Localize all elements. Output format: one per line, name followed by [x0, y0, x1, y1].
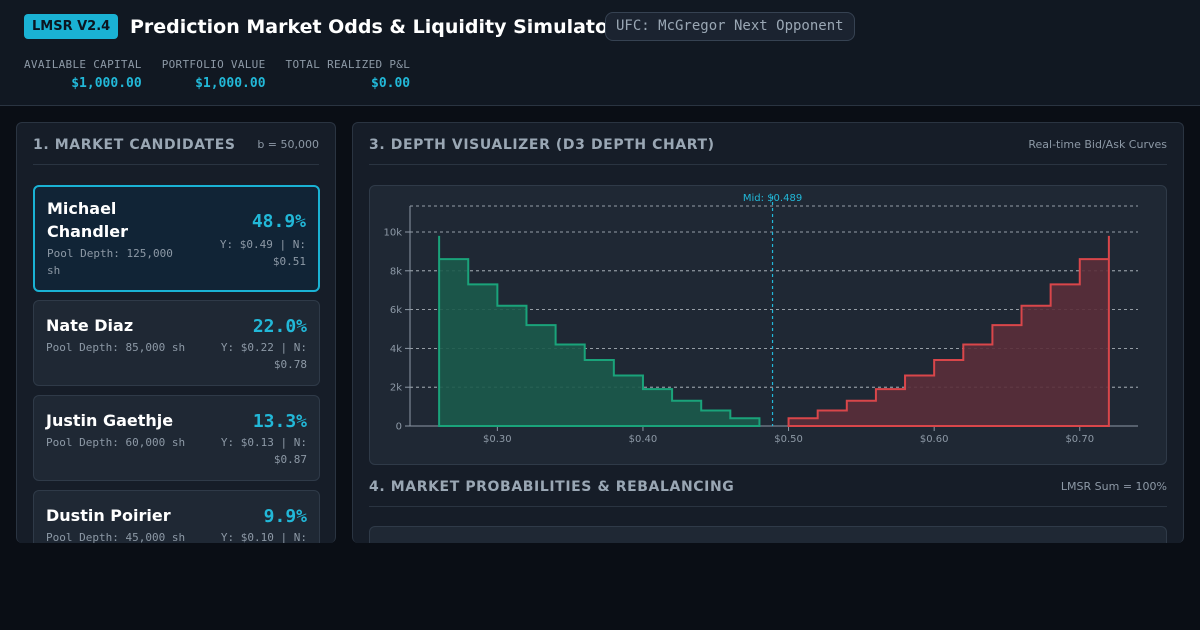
probabilities-header: 4. MARKET PROBABILITIES & REBALANCING LM… [369, 477, 1167, 507]
pool-depth: Pool Depth: 45,000 sh [46, 531, 186, 543]
candidate-name: Nate Diaz [46, 316, 134, 335]
candidate-card-nate-diaz[interactable]: Nate Diaz Pool Depth: 85,000 sh 22.0% Y:… [33, 300, 320, 386]
x-tick-label: $0.40 [629, 434, 658, 445]
section-title: 1. MARKET CANDIDATES [33, 136, 236, 153]
version-badge: LMSR V2.4 [24, 14, 119, 39]
candidate-card-justin-gaethje[interactable]: Justin Gaethje Pool Depth: 60,000 sh 13.… [33, 395, 320, 481]
candidate-probability: 48.9% [251, 211, 306, 232]
x-tick-label: $0.60 [920, 434, 949, 445]
pool-depth: Pool Depth: 60,000 sh [46, 436, 186, 449]
depth-chart[interactable]: 0 2k 4k 6k 8k 10k $0.30 $0.40 $0.50 $0.60 $0.70 Mid… [369, 185, 1167, 465]
ask-depth-curve [787, 235, 1110, 427]
depth-header: 3. DEPTH VISUALIZER (D3 DEPTH CHART) Rea… [369, 135, 1167, 165]
bid-depth-curve [438, 235, 761, 427]
y-tick-label: 6k [390, 305, 402, 316]
candidate-probability: 22.0% [252, 316, 307, 337]
section-meta: Real-time Bid/Ask Curves [1028, 138, 1167, 151]
yes-no-prices: Y: $0.10 | N: $0.90 [220, 531, 307, 543]
page-title: Prediction Market Odds & Liquidity Simul… [130, 16, 618, 38]
x-tick-label: $0.50 [774, 434, 803, 445]
candidate-name: Justin Gaethje [46, 411, 174, 430]
pool-depth: Pool Depth: 125,000 sh [47, 247, 173, 277]
pool-depth: Pool Depth: 85,000 sh [46, 341, 186, 354]
liquidity-parameter: b = 50,000 [257, 138, 319, 151]
x-tick-label: $0.30 [483, 434, 512, 445]
stat-value: $1,000.00 [71, 76, 142, 91]
stat-realized-pnl: TOTAL REALIZED P&L $0.00 [286, 58, 411, 94]
section-title: 3. DEPTH VISUALIZER (D3 DEPTH CHART) [369, 136, 715, 153]
candidates-header: 1. MARKET CANDIDATES b = 50,000 [33, 135, 319, 165]
candidate-card-michael-chandler[interactable]: Michael Chandler Pool Depth: 125,000 sh … [33, 185, 320, 292]
stat-label: PORTFOLIO VALUE [161, 58, 266, 71]
y-tick-label: 8k [390, 266, 402, 277]
y-tick-label: 4k [390, 344, 402, 355]
yes-no-prices: Y: $0.49 | N: $0.51 [219, 238, 306, 268]
stat-value: $0.00 [371, 76, 411, 91]
market-candidates-panel: 1. MARKET CANDIDATES b = 50,000 Michael … [16, 122, 336, 543]
portfolio-stats: AVAILABLE CAPITAL $1,000.00 PORTFOLIO VA… [24, 58, 410, 94]
stat-value: $1,000.00 [195, 76, 266, 91]
mid-price-label: Mid: $0.489 [743, 193, 802, 204]
y-tick-label: 10k [383, 228, 402, 239]
stat-label: AVAILABLE CAPITAL [24, 58, 142, 71]
market-selector[interactable]: UFC: McGregor Next Opponent [605, 12, 855, 41]
stat-available-capital: AVAILABLE CAPITAL $1,000.00 [24, 58, 142, 94]
section-title: 4. MARKET PROBABILITIES & REBALANCING [369, 478, 735, 495]
probabilities-area [369, 526, 1167, 543]
app-header: LMSR V2.4 Prediction Market Odds & Liqui… [0, 0, 1200, 106]
candidate-probability: 9.9% [263, 506, 307, 527]
probability-sum: LMSR Sum = 100% [1060, 480, 1167, 493]
yes-no-prices: Y: $0.22 | N: $0.78 [220, 341, 307, 371]
candidate-card-dustin-poirier[interactable]: Dustin Poirier Pool Depth: 45,000 sh 9.9… [33, 490, 320, 543]
candidate-probability: 13.3% [252, 411, 307, 432]
x-tick-label: $0.70 [1065, 434, 1094, 445]
depth-visualizer-panel: 3. DEPTH VISUALIZER (D3 DEPTH CHART) Rea… [352, 122, 1184, 543]
candidate-name: Michael Chandler [47, 199, 128, 241]
depth-chart-svg: 0 2k 4k 6k 8k 10k $0.30 $0.40 $0.50 $0.60 $0.70 Mid… [383, 193, 1138, 445]
stat-portfolio-value: PORTFOLIO VALUE $1,000.00 [162, 58, 266, 94]
y-tick-label: 2k [390, 383, 402, 394]
y-tick-label: 0 [396, 422, 402, 433]
candidate-name: Dustin Poirier [46, 506, 171, 525]
yes-no-prices: Y: $0.13 | N: $0.87 [220, 436, 307, 466]
stat-label: TOTAL REALIZED P&L [285, 58, 411, 71]
